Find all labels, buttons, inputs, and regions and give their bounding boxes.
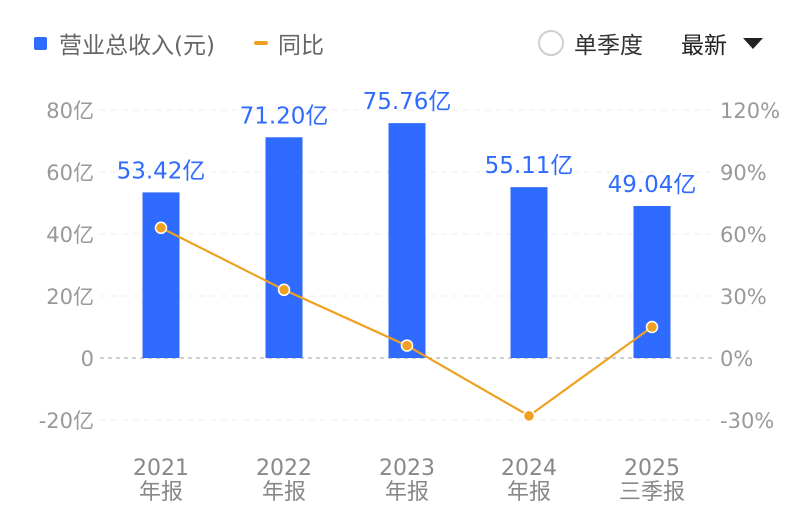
bar-swatch-icon — [34, 36, 47, 50]
y-left-tick-label: 40亿 — [46, 223, 94, 247]
radio-circle-icon[interactable] — [538, 30, 564, 56]
y-right-tick-label: 90% — [720, 161, 767, 185]
sort-dropdown[interactable]: 最新 — [681, 26, 763, 60]
revenue-bar — [510, 187, 548, 358]
x-category-year: 2023 — [379, 456, 435, 481]
y-right-tick-label: 120% — [720, 99, 780, 123]
y-right-tick-label: -30% — [720, 409, 774, 433]
yoy-point — [154, 221, 168, 235]
yoy-point — [400, 339, 414, 352]
yoy-point — [277, 283, 291, 297]
bar-value-label: 55.11亿 — [485, 153, 574, 179]
line-swatch-icon — [254, 41, 268, 45]
legend-revenue-label: 营业总收入(元) — [59, 33, 215, 59]
x-category-period: 年报 — [262, 480, 306, 505]
x-category-year: 2025 — [624, 456, 680, 481]
x-category-year: 2021 — [133, 456, 189, 481]
x-category-period: 年报 — [507, 480, 551, 505]
y-left-tick-label: 20亿 — [46, 285, 94, 309]
chart-header: 营业总收入(元) 同比 单季度 最新 — [0, 0, 810, 80]
bar-value-label: 49.04亿 — [608, 172, 697, 198]
x-category-period: 年报 — [385, 480, 429, 505]
y-left-tick-label: -20亿 — [39, 409, 94, 433]
bar-value-label: 71.20亿 — [240, 103, 329, 129]
y-left-tick-label: 80亿 — [46, 99, 94, 123]
bar-value-label: 75.76亿 — [363, 89, 452, 115]
y-right-tick-label: 30% — [720, 285, 767, 309]
revenue-bar — [388, 123, 426, 358]
y-right-tick-label: 60% — [720, 223, 767, 247]
sort-dropdown-label: 最新 — [681, 33, 727, 59]
single-quarter-toggle[interactable]: 单季度 — [538, 26, 643, 60]
y-left-tick-label: 60亿 — [46, 161, 94, 185]
x-category-period: 年报 — [139, 480, 183, 505]
x-category-period: 三季报 — [619, 480, 685, 505]
caret-down-icon — [743, 37, 763, 49]
yoy-point — [522, 409, 536, 423]
legend-yoy[interactable]: 同比 — [254, 26, 324, 60]
revenue-bar — [142, 192, 180, 358]
bar-value-label: 53.42亿 — [117, 158, 206, 184]
single-quarter-label: 单季度 — [574, 33, 643, 59]
x-category-year: 2024 — [501, 456, 557, 481]
x-category-year: 2022 — [256, 456, 312, 481]
legend-yoy-label: 同比 — [278, 33, 324, 59]
legend-revenue[interactable]: 营业总收入(元) — [34, 26, 215, 60]
yoy-point — [645, 320, 659, 334]
y-right-tick-label: 0% — [720, 347, 753, 371]
revenue-bar — [265, 137, 303, 358]
y-left-tick-label: 0 — [81, 347, 94, 371]
